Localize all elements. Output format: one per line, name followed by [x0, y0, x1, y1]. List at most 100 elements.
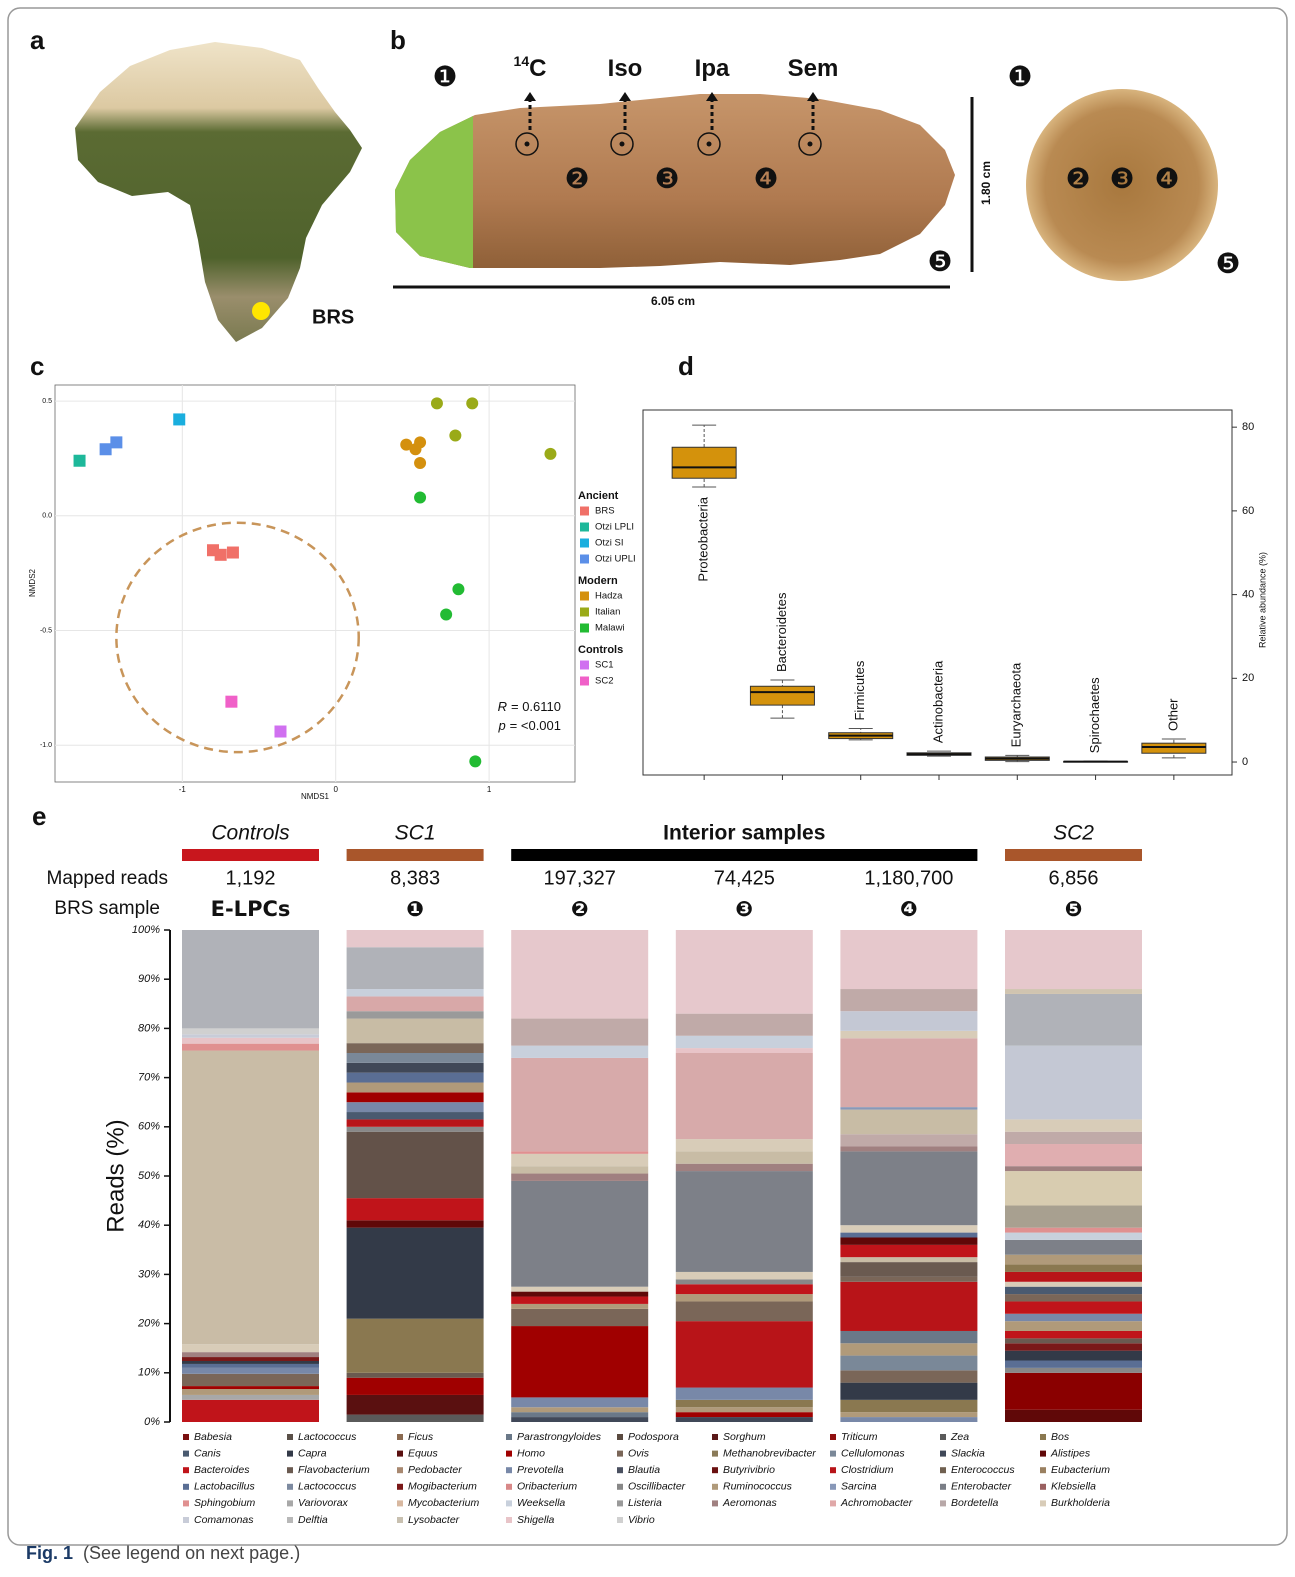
bar-segment	[840, 1412, 978, 1418]
x-axis-label: NMDS1	[301, 792, 330, 801]
y-tick-label: 60	[1242, 505, 1254, 517]
y-tick-label: 0	[1242, 756, 1248, 768]
legend-swatch	[1040, 1483, 1046, 1490]
sampling-label-text: Sem	[788, 55, 839, 82]
legend-swatch	[506, 1450, 512, 1457]
mapped-reads: 8,383	[390, 867, 440, 889]
sampling-site	[515, 132, 539, 156]
legend-swatch	[287, 1517, 293, 1523]
legend-label: Mogibacterium	[408, 1481, 477, 1493]
sampling-dot	[524, 141, 530, 147]
bar-segment	[1005, 1271, 1142, 1282]
bar-segment	[511, 1291, 649, 1297]
panel-label: c	[30, 351, 44, 381]
legend-label: Otzi SI	[595, 538, 624, 549]
bar-segment	[182, 1386, 319, 1390]
legend-swatch	[1040, 1500, 1046, 1507]
legend-label: Flavobacterium	[298, 1464, 370, 1476]
sampling-dot	[706, 141, 712, 147]
legend-swatch	[506, 1483, 512, 1490]
bar-segment	[840, 1244, 978, 1258]
legend-swatch	[712, 1467, 718, 1474]
row-label: Mapped reads	[47, 868, 168, 889]
group-rule	[1005, 849, 1142, 861]
bar-segment	[675, 1139, 813, 1152]
legend-swatch	[580, 676, 589, 686]
bar-segment	[511, 1180, 649, 1287]
scatter-point	[414, 436, 427, 449]
bar-segment	[840, 1257, 978, 1263]
bar-segment	[675, 1387, 813, 1400]
caption: Fig. 1 (See legend on next page.)	[26, 1543, 300, 1563]
bar-segment	[1005, 1350, 1142, 1361]
legend-label: Bordetella	[951, 1497, 998, 1509]
legend-swatch	[1040, 1450, 1046, 1457]
bar-segment	[511, 1057, 649, 1152]
legend-label: Aeromonas	[722, 1497, 777, 1509]
bar-segment	[1005, 1205, 1142, 1228]
y-tick-label: 20%	[137, 1318, 160, 1330]
legend-swatch	[287, 1450, 293, 1457]
legend-label: Triticum	[841, 1431, 878, 1443]
bar-segment	[840, 1107, 978, 1110]
bar-segment	[1005, 1254, 1142, 1265]
sample-label: E-LPCs	[211, 897, 291, 921]
legend-swatch	[940, 1467, 946, 1474]
y-axis-label: NMDS2	[28, 568, 37, 597]
site-label: BRS	[312, 306, 354, 328]
bar-segment	[182, 930, 319, 1029]
bar-segment	[1005, 1264, 1142, 1272]
group-rule	[511, 849, 978, 861]
category-label: Euryarchaeota	[1009, 662, 1024, 747]
bar-segment	[840, 930, 978, 990]
bar-segment	[1005, 1166, 1142, 1172]
legend-label: Eubacterium	[1051, 1464, 1110, 1476]
bar-segment	[346, 1126, 484, 1132]
bar-segment	[1005, 1301, 1142, 1314]
bar-segment	[346, 1131, 484, 1199]
bar-segment	[346, 1011, 484, 1019]
group-header: Controls	[211, 822, 290, 845]
bar-segment	[511, 1153, 649, 1167]
legend-swatch	[712, 1434, 718, 1440]
group-header: SC1	[395, 822, 436, 845]
bar-segment	[1005, 1294, 1142, 1302]
bar-segment	[675, 1163, 813, 1172]
bar-segment	[1005, 1372, 1142, 1410]
legend-swatch	[617, 1483, 623, 1490]
scatter-point	[400, 438, 413, 451]
legend-swatch	[397, 1500, 403, 1507]
legend-swatch	[397, 1517, 403, 1523]
bar-segment	[675, 1399, 813, 1408]
legend-swatch	[580, 554, 589, 564]
length-label: 6.05 cm	[651, 294, 695, 308]
legend-label: Sarcina	[841, 1481, 877, 1493]
cluster-ellipse	[115, 521, 360, 754]
legend-swatch	[830, 1483, 836, 1490]
bar-segment	[511, 1412, 649, 1418]
legend-swatch	[617, 1450, 623, 1457]
sampling-arrowhead	[706, 92, 718, 101]
sampling-label-text: Ipa	[695, 55, 730, 82]
bar-segment	[511, 1045, 649, 1058]
legend-swatch	[617, 1467, 623, 1474]
bar-segment	[675, 1171, 813, 1272]
bar-segment	[1005, 1239, 1142, 1255]
legend-label: Equus	[408, 1447, 439, 1459]
bar-segment	[511, 1397, 649, 1408]
bar-segment	[182, 1360, 319, 1364]
bar-segment	[346, 1092, 484, 1103]
legend-label: Alistipes	[1050, 1447, 1091, 1459]
bar-segment	[346, 1102, 484, 1113]
sampling-arrowhead	[524, 92, 536, 101]
y-tick-label: 0%	[144, 1416, 160, 1428]
legend-label: Sphingobium	[194, 1497, 256, 1509]
bar-segment	[840, 1417, 978, 1422]
stat-annotation: p = <0.001	[497, 718, 561, 733]
legend-label: Variovorax	[298, 1497, 349, 1509]
bar-segment	[675, 1035, 813, 1049]
legend-swatch	[580, 506, 589, 516]
legend-label: Slackia	[951, 1447, 985, 1459]
legend-label: Shigella	[517, 1514, 555, 1526]
bar-segment	[840, 1281, 978, 1331]
